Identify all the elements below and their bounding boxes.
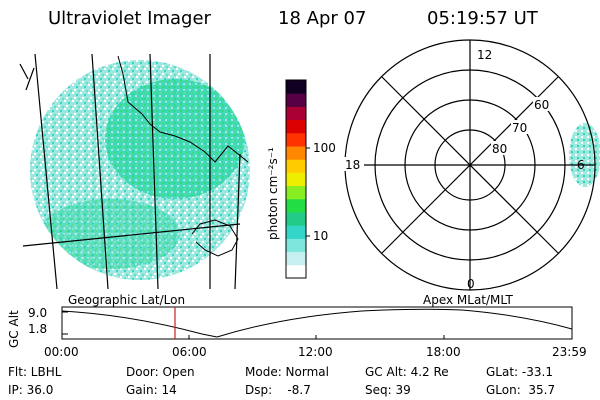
colorbar-segment [286, 80, 306, 94]
lat-label-60: 60 [534, 98, 549, 112]
altitude-curve [61, 308, 573, 338]
colorbar [285, 79, 310, 279]
colorbar-segment [286, 225, 306, 239]
polar-grid [344, 39, 596, 291]
geo-grid-lines [19, 53, 241, 290]
info-seq: Seq: 39 [365, 383, 411, 397]
colorbar-segment [286, 146, 306, 160]
mlt-label-0: 0 [467, 277, 475, 291]
colorbar-segment [286, 251, 306, 266]
uv-bright-region-lower [40, 199, 180, 269]
coastline [117, 55, 249, 163]
info-door: Door: Open [126, 365, 195, 379]
xtick-0600: 06:00 [172, 345, 207, 359]
colorbar-segment [286, 264, 306, 279]
lat-label-70: 70 [512, 121, 527, 135]
mlt-label-12: 12 [477, 48, 492, 62]
colorbar-tick-100: 100 [313, 141, 336, 155]
colorbar-segment [286, 119, 306, 134]
colorbar-tick-10: 10 [313, 229, 329, 243]
info-mode: Mode: Normal [245, 365, 329, 379]
colorbar-segment [286, 132, 306, 147]
xtick-1200: 12:00 [298, 345, 333, 359]
colorbar-segment [286, 106, 306, 121]
uv-image-geographic [19, 53, 250, 290]
info-flt: Flt: LBHL [8, 365, 62, 379]
xtick-2359: 23:59 [552, 345, 587, 359]
info-ip: IP: 36.0 [8, 383, 54, 397]
colorbar-segment [286, 185, 306, 200]
mlt-label-18: 18 [345, 158, 360, 172]
colorbar-segment [286, 172, 306, 187]
xtick-1800: 18:00 [426, 345, 461, 359]
mlt-label-6: 6 [577, 158, 585, 172]
polar-emission [569, 123, 600, 187]
colorbar-segment [286, 93, 306, 107]
colorbar-segment [286, 238, 306, 253]
altitude-ylabel: GC Alt [7, 310, 21, 348]
app-title: Ultraviolet Imager [48, 8, 211, 29]
colorbar-segment [286, 212, 306, 226]
info-gcalt: GC Alt: 4.2 Re [365, 365, 449, 379]
lat-label-80: 80 [492, 142, 507, 156]
altitude-plot [61, 306, 573, 340]
colorbar-label: photon cm⁻²s⁻¹ [266, 147, 280, 240]
coastline-south [191, 219, 239, 257]
info-dsp: Dsp: -8.7 [245, 383, 311, 397]
uv-bright-region [105, 79, 245, 199]
xtick-0000: 00:00 [44, 345, 79, 359]
date-label: 18 Apr 07 [278, 8, 367, 29]
colorbar-segment [286, 198, 306, 213]
time-label: 05:19:57 UT [427, 8, 538, 29]
colorbar-segment [286, 159, 306, 173]
info-glat: GLat: -33.1 [486, 365, 553, 379]
left-panel-label: Geographic Lat/Lon [68, 293, 186, 307]
altitude-ytick-1.8: 1.8 [28, 322, 48, 336]
info-glon: GLon: 35.7 [486, 383, 556, 397]
altitude-ytick-9: 9.0 [28, 306, 48, 320]
info-gain: Gain: 14 [126, 383, 177, 397]
right-panel-label: Apex MLat/MLT [423, 293, 513, 307]
polar-plot: 12 18 6 0 60 70 80 [344, 39, 600, 291]
